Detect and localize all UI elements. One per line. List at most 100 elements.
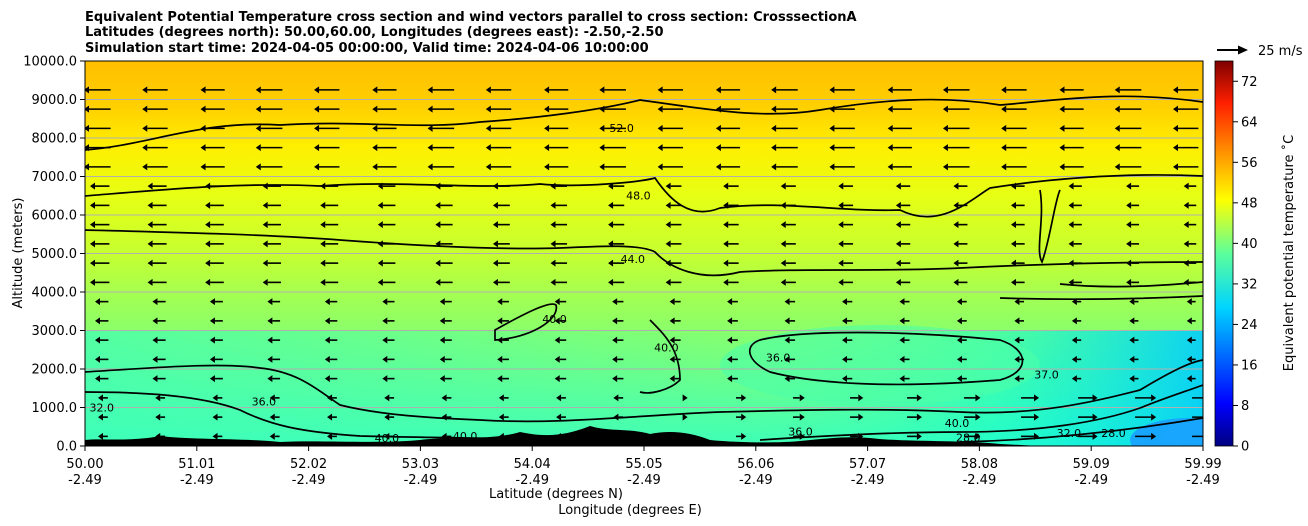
wind-vector-head [95,317,100,325]
wind-vector-head [829,144,835,152]
wind-vector-head [771,163,777,171]
wind-vector-head [205,221,211,229]
wind-vector-head [975,432,981,440]
wind-vector-head [953,182,959,190]
wind-vector-head [556,432,562,440]
contour-label: 40.0 [453,430,478,443]
x-tick-label-lat: 53.03 [402,457,439,472]
wind-vector-head [320,278,326,286]
contour-label: 44.0 [621,253,646,266]
wind-vector-head [599,86,605,94]
wind-vector-head [723,278,729,286]
wind-vector-head [1001,86,1007,94]
wind-vector-head [200,86,206,94]
wind-vector-head [324,317,330,325]
wind-vector-head [771,86,777,94]
wind-vector-head [780,259,786,267]
wind-vector-head [956,355,962,363]
contour-label: 40.0 [945,417,970,430]
wind-vector-head [665,221,671,229]
wind-vector-head [956,375,962,383]
wind-vector-head [324,355,330,363]
x-tick-label-lat: 58.08 [961,457,998,472]
x-tick-label-lon: -2.49 [1186,473,1220,488]
wind-vector-head [612,375,618,383]
cool-pool [720,325,1040,405]
colorbar-label: Equivalent potential temperature ˚C [1281,135,1297,371]
wind-vector-head [1129,375,1135,383]
wind-vector-head [314,105,320,113]
colorbar-tick-label: 0 [1241,440,1249,455]
wind-vector-head [829,163,835,171]
wind-vector-head [205,259,211,267]
wind-vector-head [1114,144,1120,152]
x-tick-label-lat: 59.09 [1073,457,1110,472]
x-tick-label-lon: -2.49 [963,473,997,488]
wind-vector-head [1014,375,1020,383]
wind-vector-head [427,105,433,113]
x-tick-label-lon: -2.49 [180,473,214,488]
wind-vector-head [554,298,560,306]
contour-label: 37.0 [1034,369,1059,382]
wind-vector-head [723,240,729,248]
x-tick-label-lat: 59.99 [1184,457,1221,472]
wind-vector-head [723,259,729,267]
wind-vector-head [314,144,320,152]
wind-vector-head [382,317,388,325]
wind-vector-head [492,278,498,286]
wind-vector-head [669,375,675,383]
wind-vector-head [85,144,89,152]
wind-vector-head [85,86,89,94]
wind-vector-head [492,259,498,267]
wind-vector-head [85,105,89,113]
wind-vector-head [439,355,445,363]
wind-vector-head [435,182,441,190]
wind-vector-head [327,394,333,402]
quiver-key-label: 25 m/s [1258,44,1303,59]
wind-vector-head [1068,259,1074,267]
wind-vector-head [320,240,326,248]
wind-vector-head [956,336,962,344]
wind-vector-head [85,124,89,132]
wind-vector-head [780,182,786,190]
wind-vector-head [942,86,948,94]
wind-vector-head [599,124,605,132]
wind-vector-head [858,413,864,421]
wind-vector-head [771,105,777,113]
wind-vector-head [152,317,158,325]
wind-vector-head [95,298,100,306]
wind-vector-head [200,163,206,171]
wind-vector-head [262,221,268,229]
quiver-key-arrowhead [1238,45,1248,55]
contour-label: 40.0 [654,342,679,355]
wind-vector-head [262,278,268,286]
wind-vector-head [899,336,905,344]
wind-vector-head [255,163,261,171]
wind-vector-head [155,413,161,421]
wind-vector-head [887,124,893,132]
wind-vector-head [829,86,835,94]
wind-vector-head [497,375,503,383]
wind-vector-head [612,336,618,344]
x-tick-label-lat: 57.07 [849,457,886,472]
wind-vector-head [784,336,790,344]
wind-vector-head [262,240,268,248]
wind-vector-head [90,278,95,286]
colorbar-tick-label: 16 [1241,358,1258,373]
contour-label: 32.0 [1057,427,1082,440]
wind-vector-head [723,182,729,190]
x-tick-label-lon: -2.49 [404,473,438,488]
wind-vector-head [1011,278,1017,286]
wind-vector-head [1126,182,1132,190]
wind-vector-head [858,432,864,440]
wind-vector-head [485,144,491,152]
contour-28 [959,417,1203,443]
wind-vector-head [1151,394,1157,402]
wind-vector-head [255,86,261,94]
x-tick-label-lon: -2.49 [739,473,773,488]
wind-vector-head [1173,86,1178,94]
wind-vector-head [1034,413,1040,421]
wind-vector-head [1210,394,1215,401]
wind-vector-head [858,394,864,402]
wind-vector-head [382,298,388,306]
